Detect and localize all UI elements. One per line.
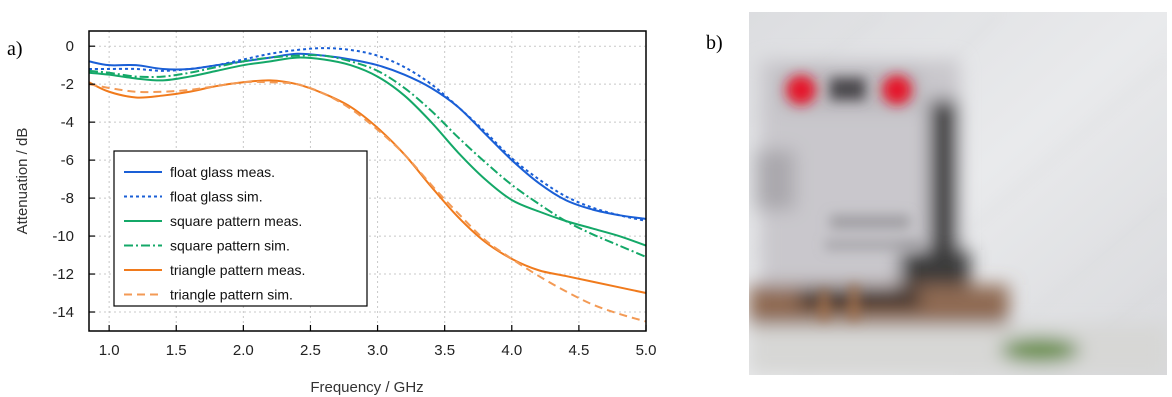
x-tick-label: 2.0 [233, 342, 254, 359]
x-tick-label: 2.5 [300, 342, 321, 359]
legend-box [113, 150, 368, 307]
panel-label-b: b) [706, 32, 723, 54]
y-tick-label: -8 [61, 190, 74, 207]
series-line-2 [88, 56, 647, 247]
x-tick-label: 3.5 [434, 342, 455, 359]
legend-entry-2: square pattern meas. [170, 213, 302, 229]
x-tick-label: 5.0 [636, 342, 657, 359]
x-tick-label: 4.5 [568, 342, 589, 359]
y-tick-label: -2 [61, 76, 74, 93]
x-tick-label: 1.0 [99, 342, 120, 359]
series-line-1 [89, 47, 647, 222]
x-tick-label: 4.0 [501, 342, 522, 359]
x-tick-label: 1.5 [166, 342, 187, 359]
legend-entry-3: square pattern sim. [170, 238, 290, 254]
series-group [88, 47, 647, 323]
series-line-3 [88, 54, 647, 258]
y-tick-label: -10 [52, 228, 74, 245]
legend-entry-5: triangle pattern sim. [170, 287, 293, 303]
x-axis-label: Frequency / GHz [310, 379, 423, 396]
plot-frame [88, 30, 647, 332]
x-axis: 1.0 1.5 2.0 2.5 3.0 3.5 4.0 4.5 5.0 [99, 325, 657, 359]
y-tick-label: -12 [52, 266, 74, 283]
y-tick-label: -6 [61, 152, 74, 169]
legend-entry-0: float glass meas. [170, 164, 275, 180]
legend-entry-4: triangle pattern meas. [170, 262, 305, 278]
legend: float glass meas. float glass sim. square … [113, 150, 368, 307]
y-tick-label: -14 [52, 304, 74, 321]
series-line-5 [88, 80, 647, 323]
blurred-device-photo-icon [749, 12, 1167, 375]
attenuation-chart: 1.0 1.5 2.0 2.5 3.0 3.5 4.0 4.5 5.0 0 -2 -4 -6 -8 -10… [14, 30, 657, 396]
series-line-0 [88, 52, 647, 220]
x-tick-label: 3.0 [367, 342, 388, 359]
y-tick-label: 0 [66, 38, 74, 55]
y-tick-label: -4 [61, 114, 74, 131]
legend-entry-1: float glass sim. [170, 189, 263, 205]
y-axis: 0 -2 -4 -6 -8 -10 -12 -14 [52, 38, 95, 321]
photo [749, 12, 1167, 375]
panel-label-a: a) [7, 38, 23, 60]
y-axis-label: Attenuation / dB [14, 128, 31, 235]
series-line-4 [88, 79, 647, 295]
